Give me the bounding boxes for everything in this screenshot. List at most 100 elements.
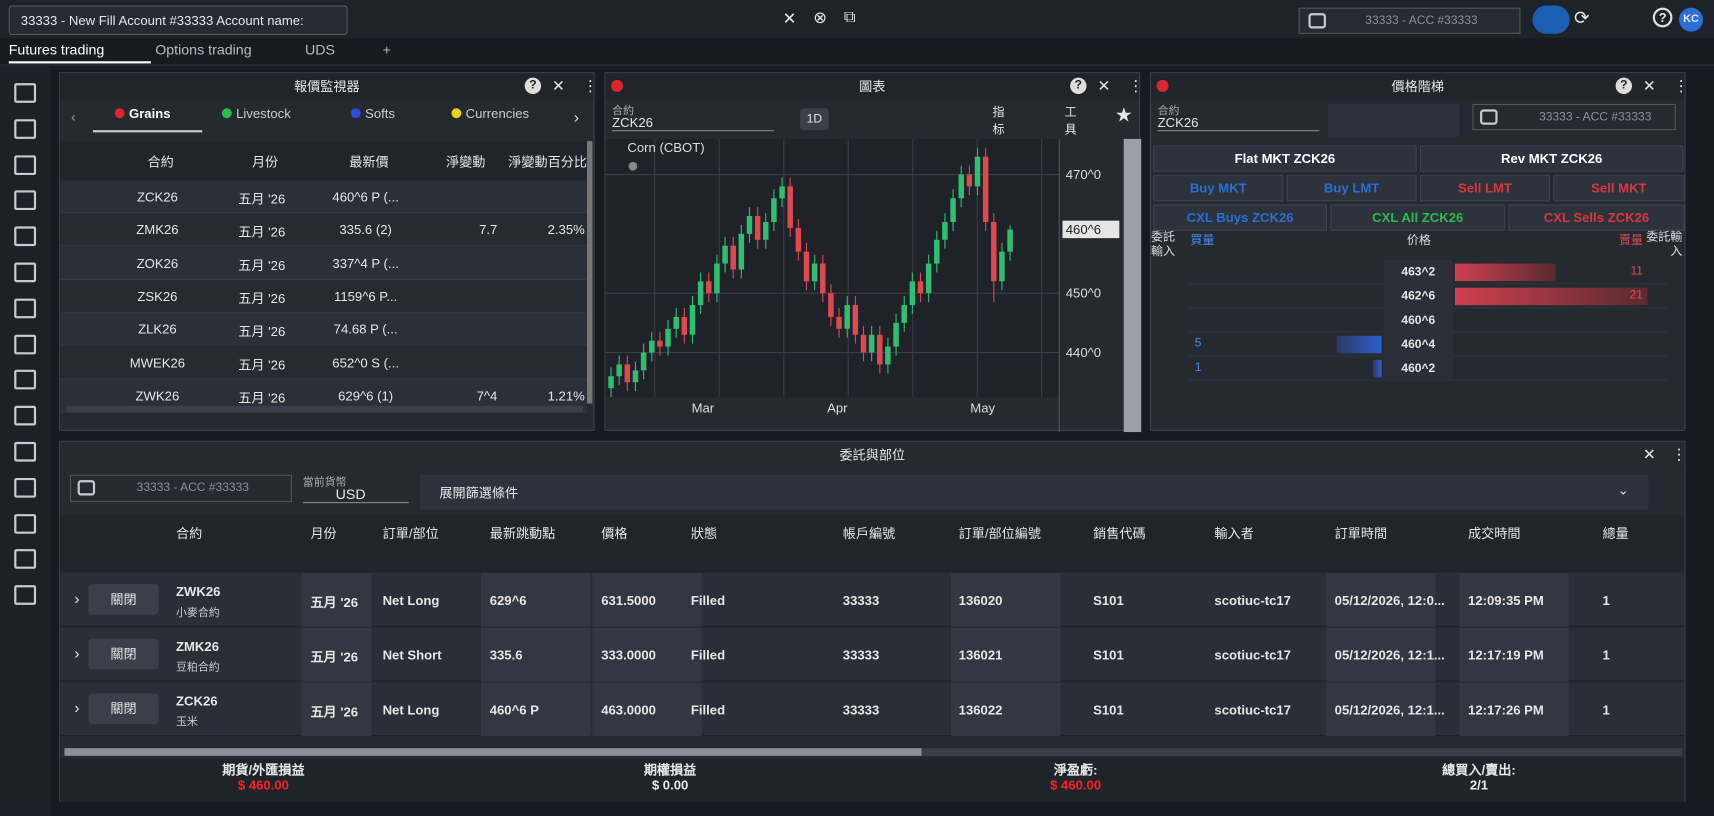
tool-label[interactable]: 指标: [992, 106, 1005, 137]
h-scrollbar-thumb[interactable]: [64, 748, 922, 756]
row[interactable]: [60, 279, 587, 313]
expand-icon[interactable]: ›: [74, 698, 80, 717]
help-icon[interactable]: ?: [1652, 7, 1673, 28]
order-button[interactable]: Flat MKT ZCK26: [1153, 145, 1417, 172]
status-button[interactable]: [1532, 5, 1570, 34]
nav-icon[interactable]: [14, 441, 37, 462]
scrollbar[interactable]: [1123, 138, 1142, 433]
menu-icon[interactable]: ⋮: [1671, 445, 1687, 463]
tool-buttons[interactable]: [1328, 103, 1460, 137]
column-header[interactable]: 淨變動百分比: [508, 154, 587, 170]
cancel-icon[interactable]: ⊗: [813, 8, 828, 28]
refresh-icon[interactable]: ⟳: [1574, 7, 1590, 29]
row[interactable]: [60, 313, 587, 346]
close-button[interactable]: 關閉: [88, 693, 159, 725]
column-header[interactable]: 狀態: [690, 526, 718, 542]
column-header[interactable]: 淨變動: [445, 154, 486, 170]
column-header[interactable]: 訂單時間: [1334, 526, 1388, 542]
nav-icon[interactable]: [14, 585, 37, 606]
nav-icon[interactable]: [14, 513, 37, 534]
row[interactable]: [60, 346, 587, 380]
close-icon[interactable]: ✕: [1642, 445, 1656, 463]
v-scrollbar[interactable]: [586, 141, 593, 404]
close-icon[interactable]: ✕: [1642, 76, 1656, 95]
filter-tab[interactable]: Grains: [114, 106, 171, 121]
account-box[interactable]: 33333 - ACC #33333: [1472, 103, 1676, 131]
nav-icon[interactable]: [14, 370, 37, 390]
column-header[interactable]: 成交時間: [1468, 526, 1521, 542]
menu-icon[interactable]: ⋮: [1128, 76, 1144, 95]
column-header[interactable]: 總量: [1602, 526, 1629, 542]
filter-bar[interactable]: 展開篩選條件 ⌄: [419, 474, 1649, 510]
contract-input[interactable]: ZCK26: [612, 115, 774, 132]
filter-tab[interactable]: Currencies: [451, 106, 529, 121]
tab[interactable]: Options trading: [155, 41, 252, 58]
column-header[interactable]: 訂單/部位: [382, 526, 439, 542]
avatar[interactable]: KC: [1679, 7, 1704, 32]
copy-icon[interactable]: ⧉: [843, 7, 856, 27]
order-button[interactable]: CXL Buys ZCK26: [1153, 204, 1328, 231]
column-header[interactable]: 合約: [147, 154, 174, 170]
account-box[interactable]: 33333 - ACC #33333: [69, 474, 292, 503]
help-icon[interactable]: ?: [1070, 77, 1087, 95]
arrow[interactable]: ›: [573, 108, 579, 126]
tab[interactable]: Futures trading: [8, 42, 151, 64]
favorite-icon[interactable]: ★: [1114, 103, 1133, 126]
expand-icon[interactable]: ›: [74, 644, 80, 662]
nav-icon[interactable]: [14, 226, 37, 247]
close-icon[interactable]: ✕: [552, 76, 565, 95]
column-header[interactable]: 最新跳動點: [489, 526, 556, 542]
menu-icon[interactable]: ⋮: [1673, 76, 1689, 95]
series-toggle[interactable]: [628, 161, 638, 171]
menu-icon[interactable]: ⋮: [582, 76, 598, 95]
h-scrollbar[interactable]: [66, 405, 583, 413]
nav-icon[interactable]: [14, 477, 37, 498]
currency-select[interactable]: USD: [302, 486, 409, 504]
filter-tab[interactable]: Livestock: [221, 106, 291, 121]
filter-tab[interactable]: Softs: [350, 106, 395, 121]
column-header[interactable]: 輸入者: [1214, 526, 1254, 542]
nav-icon[interactable]: [14, 154, 37, 175]
row[interactable]: [60, 246, 587, 280]
close-button[interactable]: 關閉: [88, 638, 159, 670]
tab[interactable]: UDS: [304, 41, 335, 58]
row[interactable]: [60, 213, 587, 247]
nav-icon[interactable]: [14, 549, 37, 570]
order-button[interactable]: CXL Sells ZCK26: [1508, 204, 1685, 231]
nav-icon[interactable]: [14, 262, 37, 283]
row[interactable]: [60, 180, 587, 214]
column-header[interactable]: 合約: [175, 526, 203, 542]
order-button[interactable]: Sell MKT: [1553, 175, 1685, 202]
column-header[interactable]: 最新價: [349, 154, 389, 170]
tool-label[interactable]: 工具: [1064, 106, 1077, 137]
close-button[interactable]: 關閉: [88, 584, 159, 615]
column-header[interactable]: 月份: [251, 154, 279, 170]
order-button[interactable]: Buy LMT: [1286, 175, 1417, 202]
contract-input[interactable]: ZCK26: [1157, 115, 1320, 132]
close-icon[interactable]: ✕: [782, 9, 797, 29]
column-header[interactable]: 價格: [601, 526, 628, 542]
order-button[interactable]: Sell LMT: [1419, 175, 1551, 202]
nav-icon[interactable]: [14, 83, 37, 103]
help-icon[interactable]: ?: [1615, 77, 1632, 95]
order-button[interactable]: Rev MKT ZCK26: [1419, 145, 1684, 172]
tab[interactable]: +: [382, 41, 391, 58]
arrow[interactable]: ‹: [71, 108, 76, 125]
expand-icon[interactable]: ›: [74, 589, 80, 608]
order-button[interactable]: CXL All ZCK26: [1330, 204, 1506, 231]
close-icon[interactable]: ✕: [1097, 76, 1111, 95]
nav-icon[interactable]: [14, 119, 37, 139]
nav-icon[interactable]: [14, 298, 37, 319]
column-header[interactable]: 月份: [310, 526, 337, 542]
nav-icon[interactable]: [14, 334, 37, 354]
column-header[interactable]: 銷售代碼: [1093, 526, 1146, 542]
column-header[interactable]: 帳戶編號: [842, 526, 896, 542]
account-box[interactable]: 33333 - ACC #33333: [1298, 7, 1521, 34]
interval-select[interactable]: 1D: [800, 108, 829, 131]
nav-icon[interactable]: [14, 190, 37, 211]
account-select[interactable]: 33333 - New Fill Account #33333 Account …: [8, 5, 348, 36]
help-icon[interactable]: ?: [524, 77, 542, 95]
order-button[interactable]: Buy MKT: [1153, 175, 1284, 202]
column-header[interactable]: 訂單/部位編號: [958, 526, 1042, 542]
nav-icon[interactable]: [14, 406, 37, 426]
